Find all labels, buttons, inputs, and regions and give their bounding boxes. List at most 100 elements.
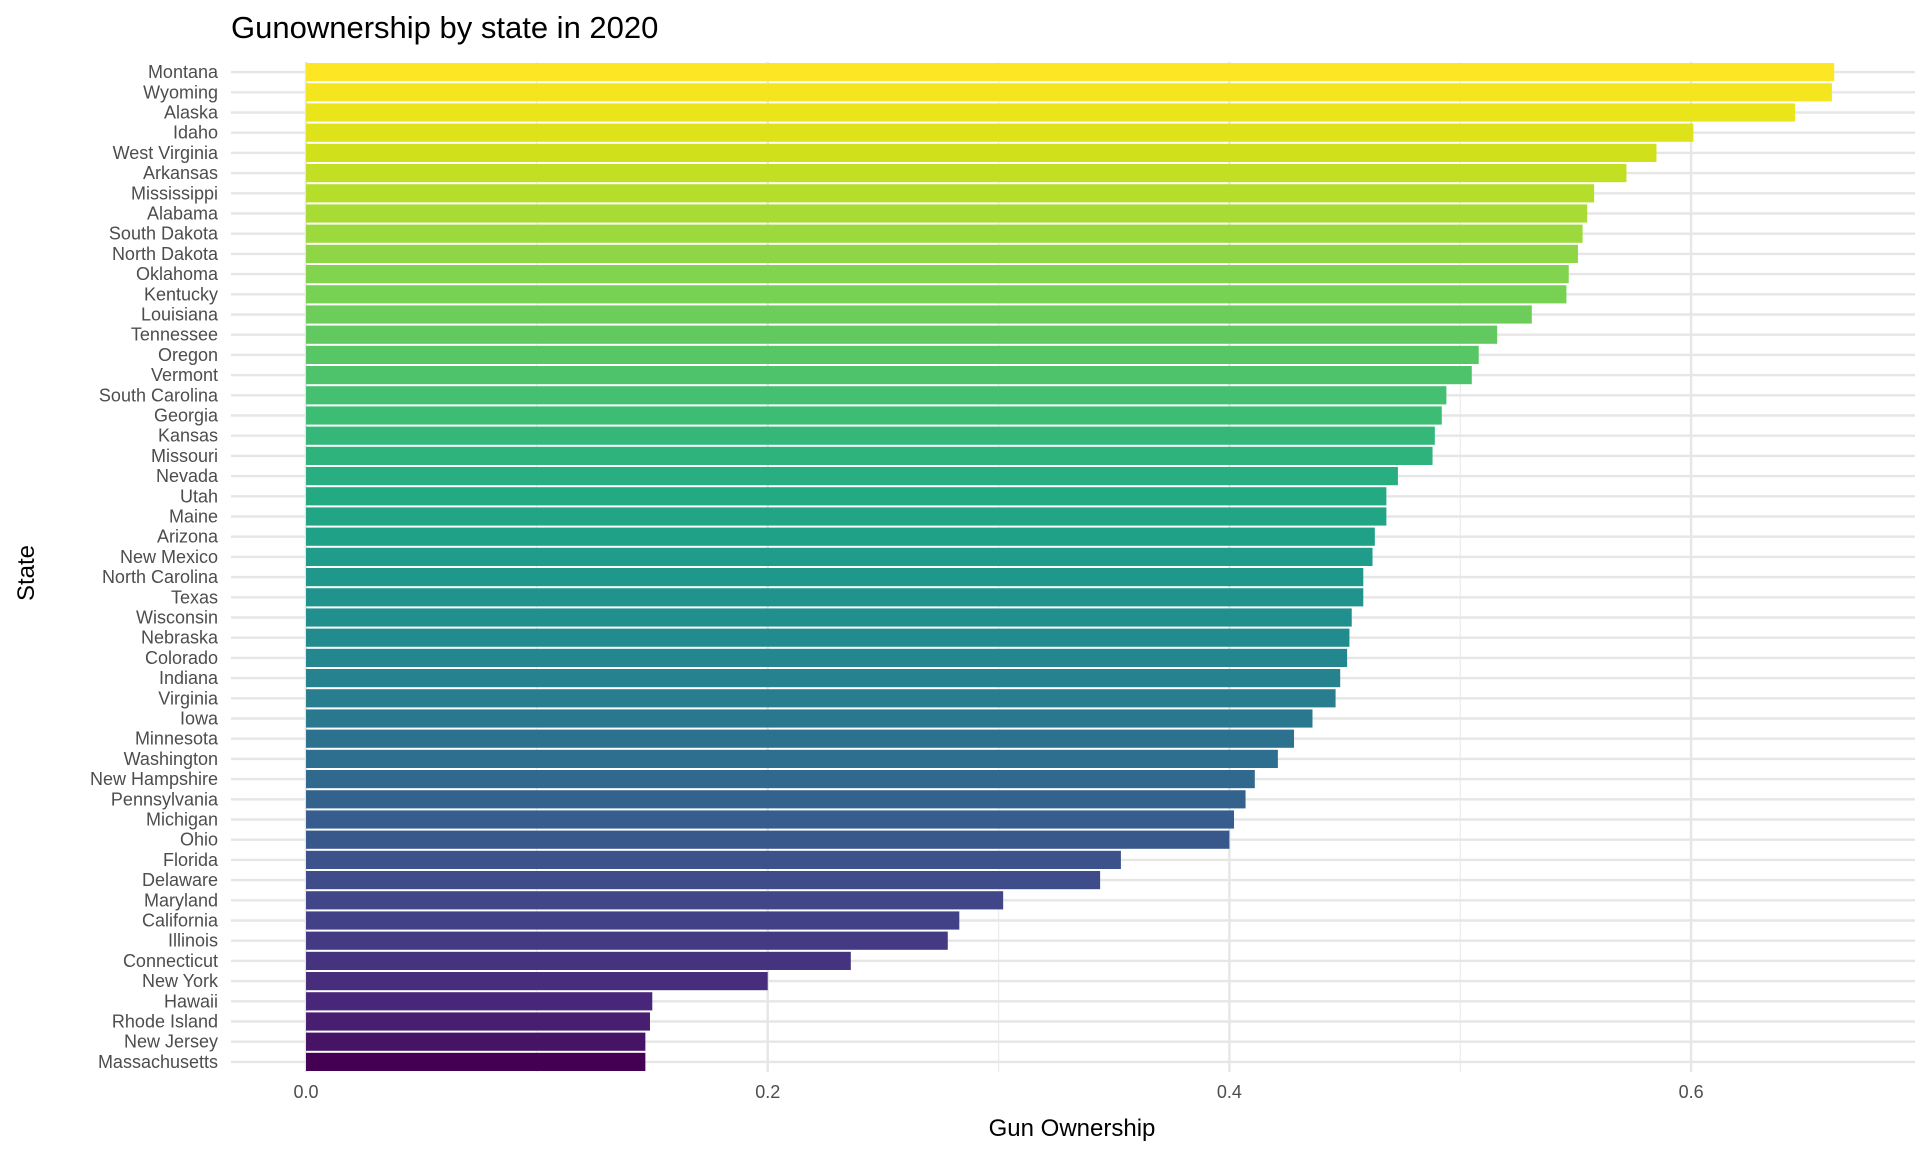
bar (306, 244, 1578, 263)
y-tick-label: Montana (148, 62, 219, 82)
bar (306, 790, 1246, 809)
bar (306, 628, 1350, 647)
bar (306, 547, 1373, 566)
y-tick-label: Washington (124, 749, 218, 769)
y-tick-label: Pennsylvania (111, 789, 219, 809)
y-tick-label: Mississippi (131, 183, 218, 203)
y-tick-label: Texas (171, 587, 218, 607)
bar (306, 911, 960, 930)
bar (306, 406, 1442, 425)
x-tick-label: 0.6 (1679, 1082, 1704, 1102)
bar (306, 729, 1295, 748)
x-axis-label: Gun Ownership (989, 1115, 1156, 1142)
bar (306, 143, 1657, 162)
bar (306, 366, 1472, 385)
bar (306, 1012, 650, 1031)
y-tick-label: Alabama (147, 204, 219, 224)
y-tick-label: Wisconsin (136, 608, 218, 628)
y-tick-label: Hawaii (164, 991, 218, 1011)
bar (306, 123, 1694, 142)
y-tick-label: Vermont (151, 365, 218, 385)
chart-title: Gunownership by state in 2020 (231, 10, 659, 45)
y-tick-label: Maryland (144, 890, 218, 910)
y-tick-label: Kansas (158, 426, 218, 446)
y-tick-label: Nebraska (141, 628, 219, 648)
y-tick-label: Utah (180, 486, 218, 506)
bar (306, 103, 1795, 122)
bar (306, 1052, 646, 1071)
bar (306, 749, 1278, 768)
y-tick-label: New Hampshire (90, 769, 218, 789)
y-tick-label: Missouri (151, 446, 218, 466)
y-tick-label: Alaska (164, 103, 219, 123)
y-tick-label: Wyoming (143, 82, 218, 102)
y-tick-label: Ohio (180, 830, 218, 850)
bar (306, 305, 1532, 324)
bar (306, 325, 1498, 344)
y-tick-label: Colorado (145, 648, 218, 668)
y-tick-label: Oregon (158, 345, 218, 365)
bar (306, 1032, 646, 1051)
y-tick-label: Oklahoma (136, 264, 219, 284)
bar (306, 810, 1235, 829)
bar (306, 467, 1398, 486)
bar (306, 63, 1835, 82)
bar (306, 891, 1004, 910)
y-tick-label: Illinois (168, 931, 218, 951)
y-tick-label: California (142, 911, 219, 931)
y-tick-label: Kentucky (144, 284, 218, 304)
bar (306, 770, 1255, 789)
y-tick-label: Minnesota (135, 729, 219, 749)
y-tick-label: Iowa (180, 709, 219, 729)
y-axis-label: State (13, 545, 40, 601)
y-tick-label: Massachusetts (98, 1052, 218, 1072)
bar (306, 204, 1588, 223)
y-tick-label: Idaho (173, 123, 218, 143)
y-tick-label: North Dakota (112, 244, 219, 264)
y-tick-label: Florida (163, 850, 219, 870)
bar (306, 345, 1479, 364)
y-tick-label: Georgia (154, 406, 219, 426)
bar (306, 709, 1313, 728)
x-tick-label: 0.4 (1217, 1082, 1242, 1102)
bar (306, 426, 1435, 445)
y-tick-label: New York (142, 971, 219, 991)
y-tick-label: South Dakota (109, 224, 219, 244)
y-tick-label: Connecticut (123, 951, 218, 971)
y-tick-label: Indiana (159, 668, 219, 688)
y-tick-label: New Jersey (124, 1032, 218, 1052)
bar (306, 648, 1348, 667)
bar (306, 184, 1595, 203)
bar (306, 446, 1433, 465)
bar (306, 588, 1364, 607)
y-tick-label: Virginia (158, 688, 219, 708)
y-tick-label: Delaware (142, 870, 218, 890)
bars (306, 63, 1835, 1071)
bar (306, 224, 1583, 243)
y-tick-label: North Carolina (102, 567, 219, 587)
y-tick-label: West Virginia (113, 143, 219, 163)
y-tick-label: Louisiana (141, 305, 219, 325)
y-tick-label: New Mexico (120, 547, 218, 567)
bar (306, 608, 1352, 627)
bar (306, 265, 1569, 284)
bar (306, 689, 1336, 708)
y-tick-label: Arizona (157, 527, 219, 547)
bar (306, 669, 1341, 688)
bar (306, 992, 653, 1011)
y-tick-label: Rhode Island (112, 1012, 218, 1032)
bar (306, 487, 1387, 506)
bar (306, 972, 768, 991)
bar (306, 568, 1364, 587)
bar (306, 830, 1230, 849)
bar (306, 164, 1627, 183)
bar (306, 931, 948, 950)
bar (306, 527, 1375, 546)
bar (306, 83, 1832, 102)
y-tick-label: Tennessee (131, 325, 218, 345)
y-tick-label: Nevada (156, 466, 219, 486)
x-tick-labels: 0.0 0.2 0.4 0.6 (294, 1082, 1704, 1102)
bar (306, 507, 1387, 526)
